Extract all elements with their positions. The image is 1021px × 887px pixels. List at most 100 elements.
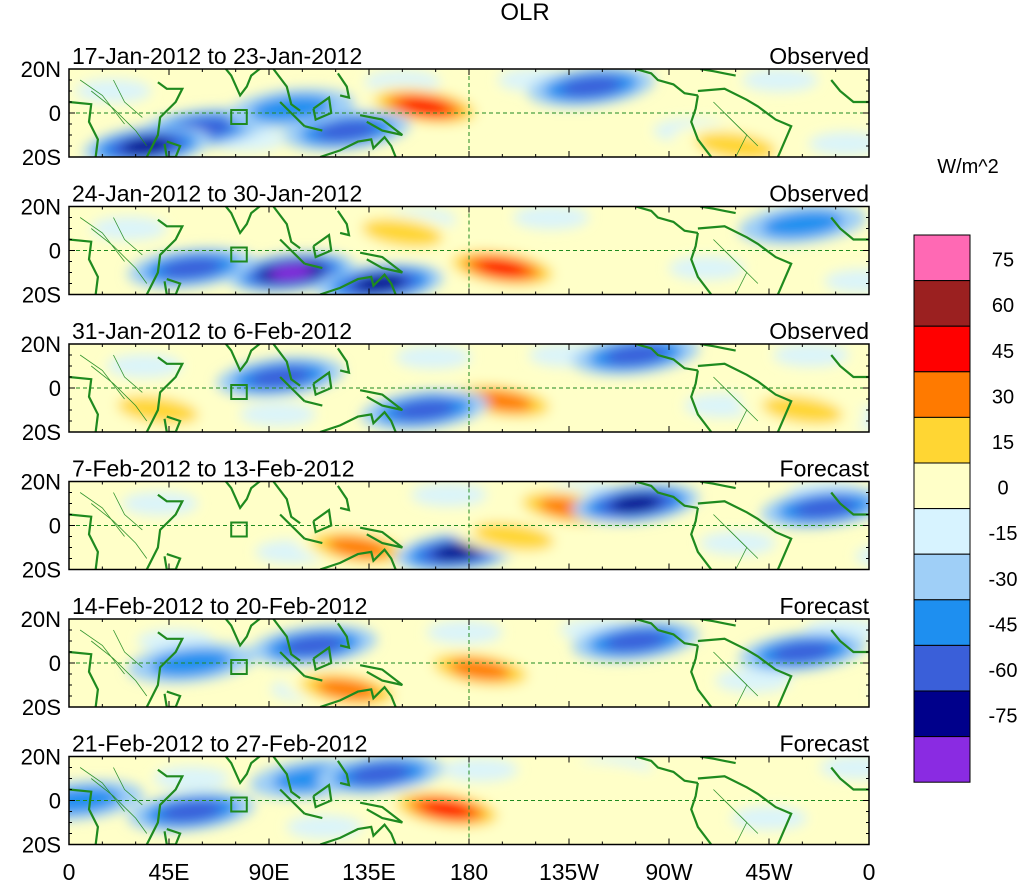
anomaly-mark bbox=[316, 120, 378, 141]
coast-africa-west-right bbox=[830, 216, 869, 241]
border-line bbox=[90, 90, 148, 147]
y-tick-label: 0 bbox=[49, 101, 61, 126]
coast-india bbox=[224, 69, 262, 98]
region-box bbox=[230, 796, 248, 813]
y-tick-label: 20N bbox=[21, 57, 61, 82]
bg-patch bbox=[286, 814, 363, 839]
panel-date-range: 7-Feb-2012 to 13-Feb-2012 bbox=[72, 456, 355, 482]
border-line bbox=[113, 79, 143, 118]
y-tick-label: 20N bbox=[21, 607, 61, 632]
bg-patch bbox=[239, 402, 316, 427]
anomaly-mark bbox=[473, 522, 554, 551]
coast-philippines bbox=[336, 760, 351, 787]
anomaly-mark bbox=[361, 219, 443, 247]
x-tick-label: 90W bbox=[645, 859, 693, 885]
border-line bbox=[79, 629, 125, 675]
border-line bbox=[724, 250, 748, 295]
coast-madagascar bbox=[163, 828, 182, 845]
coast-india bbox=[224, 481, 262, 511]
anomaly-field bbox=[69, 69, 869, 157]
coast-central-america bbox=[635, 344, 699, 372]
y-tick-label: 20S bbox=[22, 145, 61, 170]
coast-philippines bbox=[336, 622, 351, 650]
coast-caribbean bbox=[699, 756, 736, 765]
coast-philippines bbox=[336, 485, 351, 512]
bg-patch bbox=[668, 256, 745, 281]
coast-central-america bbox=[635, 619, 699, 647]
x-tick-label: 90E bbox=[249, 859, 290, 885]
border-line bbox=[113, 217, 143, 256]
panel-5: 20N 0 20S 14-Feb-2012 to 20-Feb-2012 Forecas… bbox=[21, 593, 870, 720]
coast-seasia bbox=[272, 69, 301, 112]
border-line bbox=[724, 662, 748, 707]
borders bbox=[79, 629, 759, 707]
panels-group: 20N 0 20S 17-Jan-2012 to 23-Jan-2012 Observe… bbox=[21, 43, 870, 858]
coast-seasia bbox=[272, 481, 301, 525]
anomaly-mark bbox=[399, 97, 450, 116]
coast-seasia bbox=[272, 619, 301, 662]
border-line bbox=[79, 217, 125, 262]
colorbar-label: 30 bbox=[992, 386, 1014, 408]
coast-africa-east bbox=[145, 493, 185, 570]
bg-patch bbox=[426, 620, 503, 645]
y-tick-label: 0 bbox=[49, 651, 61, 676]
panel-date-range: 24-Jan-2012 to 30-Jan-2012 bbox=[72, 181, 362, 207]
coastlines bbox=[69, 206, 869, 295]
coast-java bbox=[304, 537, 323, 545]
panel-1: 20N 0 20S 17-Jan-2012 to 23-Jan-2012 Observe… bbox=[21, 43, 870, 170]
coast-australia bbox=[319, 548, 397, 570]
coast-australia bbox=[319, 273, 397, 295]
border-line bbox=[113, 492, 143, 531]
coast-java bbox=[304, 675, 323, 682]
colorbar-box bbox=[913, 416, 971, 464]
panel-label: Observed bbox=[769, 181, 869, 207]
colorbar-units: W/m^2 bbox=[937, 156, 999, 178]
anomaly-mark bbox=[560, 76, 622, 97]
coast-south-america-east bbox=[697, 87, 793, 157]
border-line bbox=[113, 767, 143, 806]
coast-seasia bbox=[272, 344, 301, 387]
bg-patch bbox=[91, 216, 167, 241]
anomaly-mark bbox=[449, 658, 511, 681]
coast-sumatra bbox=[279, 513, 306, 540]
colorbar-box bbox=[913, 508, 971, 555]
panel-label: Forecast bbox=[780, 456, 870, 482]
coast-australia bbox=[319, 685, 397, 707]
coastlines bbox=[69, 69, 869, 157]
coast-sumatra bbox=[279, 788, 306, 815]
anomaly-field bbox=[69, 206, 869, 295]
coast-madagascar bbox=[163, 415, 182, 432]
coast-africa-east bbox=[145, 356, 185, 432]
coast-australia bbox=[319, 823, 397, 845]
bg-patch bbox=[715, 668, 792, 693]
colorbar-label: -45 bbox=[989, 614, 1018, 636]
coast-seasia bbox=[272, 756, 301, 800]
coast-caribbean bbox=[699, 481, 736, 490]
colorbar-box bbox=[913, 599, 971, 646]
panel-date-range: 14-Feb-2012 to 20-Feb-2012 bbox=[72, 593, 367, 619]
borders bbox=[79, 767, 759, 845]
coast-south-america-east bbox=[697, 500, 793, 570]
coast-caribbean bbox=[699, 619, 736, 627]
coast-africa-west bbox=[69, 238, 100, 295]
colorbar-box bbox=[913, 371, 971, 418]
coast-new-guinea bbox=[359, 526, 404, 549]
border-line bbox=[79, 354, 125, 400]
border-line bbox=[90, 228, 148, 284]
y-tick-label: 0 bbox=[49, 239, 61, 264]
coast-caribbean bbox=[699, 69, 736, 77]
coast-africa-west bbox=[69, 513, 100, 570]
coast-philippines bbox=[336, 347, 351, 375]
anomaly-mark bbox=[761, 396, 843, 424]
border-line bbox=[90, 778, 148, 834]
anomaly-mark bbox=[761, 210, 843, 238]
coast-australia bbox=[319, 410, 397, 432]
colorbar-label: 45 bbox=[992, 341, 1014, 363]
coast-seasia bbox=[272, 206, 301, 250]
panel-3: 20N 0 20S 31-Jan-2012 to 6-Feb-2012 Observed bbox=[21, 318, 870, 445]
y-tick-label: 20S bbox=[22, 558, 61, 583]
coast-south-america-west bbox=[690, 507, 713, 570]
coast-madagascar bbox=[163, 690, 182, 707]
anomaly-mark bbox=[604, 344, 667, 366]
region-box bbox=[230, 246, 248, 263]
